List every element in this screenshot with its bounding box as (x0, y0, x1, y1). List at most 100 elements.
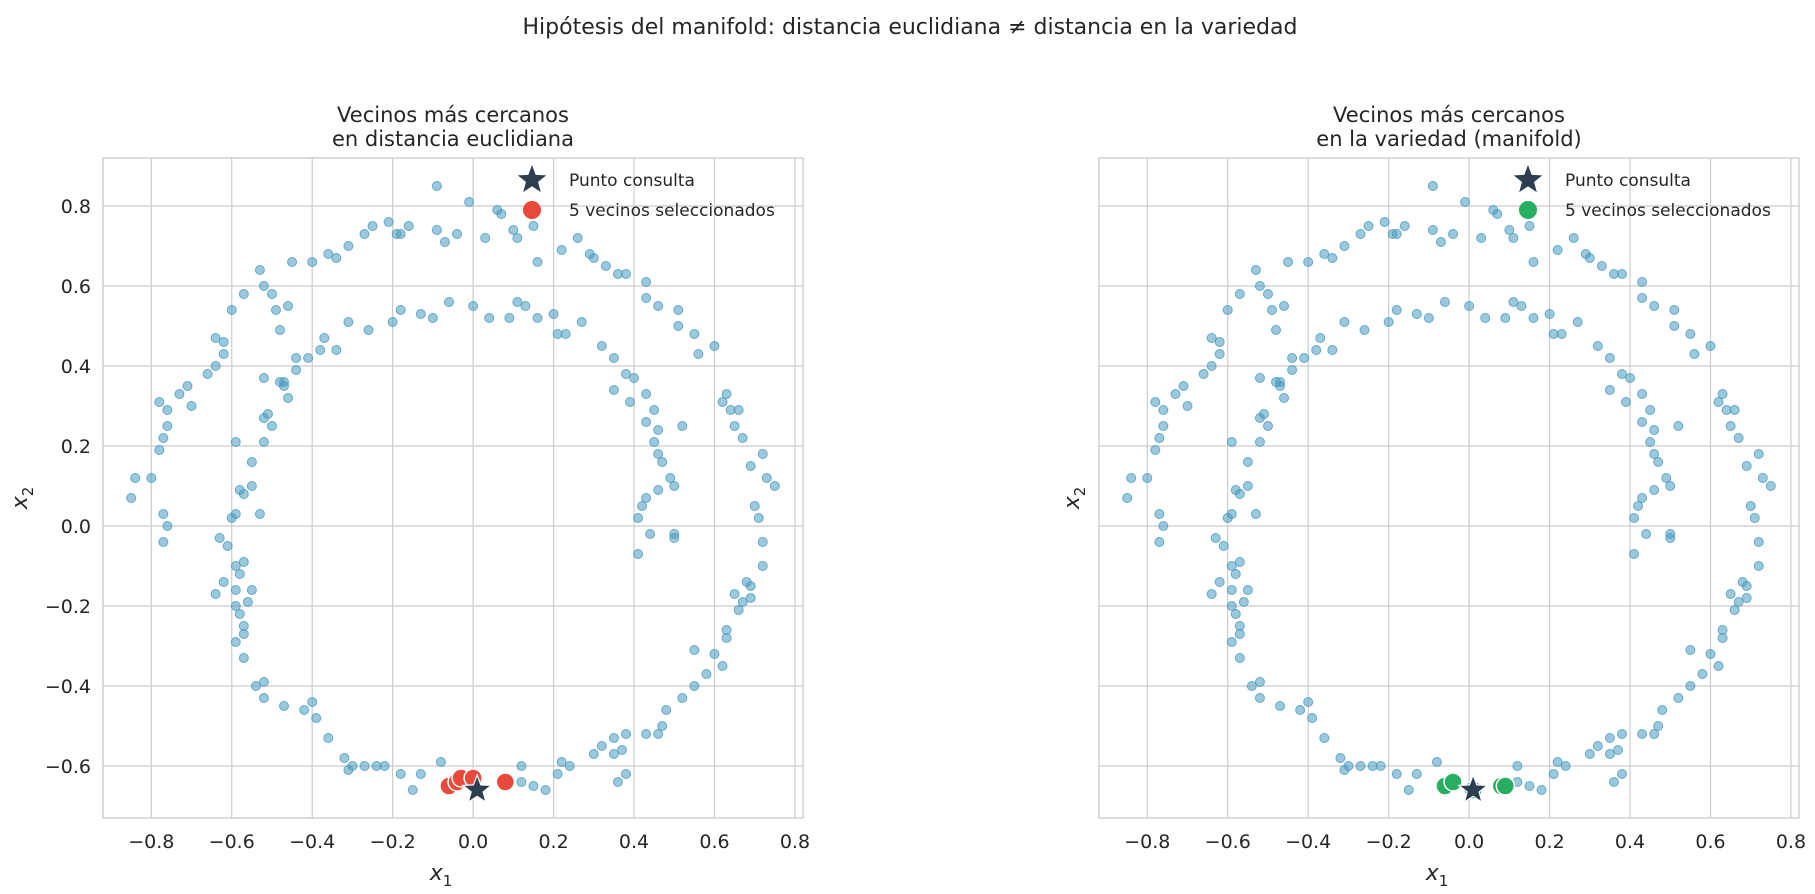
data-point (464, 197, 475, 207)
data-point (1158, 521, 1169, 531)
data-point (1633, 501, 1644, 511)
data-point (1142, 473, 1153, 483)
data-point (1411, 769, 1422, 779)
data-point (1122, 493, 1133, 503)
data-point (737, 597, 748, 607)
data-point (757, 537, 768, 547)
data-point (270, 305, 281, 315)
data-point (689, 645, 700, 655)
data-point (1150, 397, 1161, 407)
data-point (1604, 385, 1615, 395)
data-point (1608, 777, 1619, 787)
data-point (258, 437, 269, 447)
data-point (359, 229, 370, 239)
data-point (1717, 633, 1728, 643)
data-point (1295, 705, 1306, 715)
data-point (1355, 761, 1366, 771)
data-point (1226, 437, 1237, 447)
data-point (1315, 333, 1326, 343)
data-point (1673, 421, 1684, 431)
plot-frame (1098, 157, 1800, 819)
plot-frame (102, 157, 804, 819)
y-tick-label: −0.4 (45, 676, 91, 698)
data-point (1379, 217, 1390, 227)
x-tick-label: −0.8 (128, 831, 174, 853)
data-point (753, 513, 764, 523)
data-point (641, 293, 652, 303)
neighbor-point (1443, 772, 1463, 792)
data-point (1435, 237, 1446, 247)
data-point (1303, 697, 1314, 707)
x-tick-label: 0.6 (1695, 831, 1725, 853)
data-point (435, 757, 446, 767)
data-point (258, 373, 269, 383)
data-point (616, 745, 627, 755)
data-point (222, 541, 233, 551)
data-point (230, 637, 241, 647)
data-point (1226, 561, 1237, 571)
data-point (661, 705, 672, 715)
data-point (1616, 269, 1627, 279)
data-point (234, 609, 245, 619)
data-point (279, 701, 290, 711)
data-point (452, 229, 463, 239)
data-point (210, 361, 221, 371)
data-point (1339, 241, 1350, 251)
data-point (629, 373, 640, 383)
x-tick-label: 0.0 (458, 831, 488, 853)
data-point (1725, 421, 1736, 431)
data-point (1528, 313, 1539, 323)
data-point (612, 777, 623, 787)
data-point (1741, 593, 1752, 603)
data-point (1234, 629, 1245, 639)
data-point (620, 369, 631, 379)
data-point (745, 461, 756, 471)
data-point (1258, 409, 1269, 419)
data-point (641, 277, 652, 287)
data-point (657, 457, 668, 467)
data-point (1411, 309, 1422, 319)
data-point (560, 329, 571, 339)
data-point (1254, 437, 1265, 447)
data-point (1568, 233, 1579, 243)
data-point (673, 321, 684, 331)
data-point (266, 289, 277, 299)
data-point (1367, 761, 1378, 771)
data-point (323, 249, 334, 259)
data-point (1685, 681, 1696, 691)
data-point (608, 749, 619, 759)
data-point (520, 301, 531, 311)
data-point (1311, 345, 1322, 355)
data-point (1629, 549, 1640, 559)
data-point (427, 313, 438, 323)
data-point (1198, 369, 1209, 379)
data-point (649, 405, 660, 415)
data-point (162, 405, 173, 415)
data-point (653, 301, 664, 311)
data-point (154, 445, 165, 455)
data-point (331, 253, 342, 263)
neighbor-point (1495, 776, 1516, 796)
data-point (1327, 345, 1338, 355)
data-point (645, 529, 656, 539)
x-tick-label: −0.4 (289, 831, 335, 853)
data-point (1363, 221, 1374, 231)
data-point (431, 181, 442, 191)
data-point (1741, 581, 1752, 591)
data-point (1439, 297, 1450, 307)
data-point (291, 365, 302, 375)
data-point (1685, 329, 1696, 339)
data-point (303, 353, 314, 363)
data-point (307, 697, 318, 707)
data-point (1749, 513, 1760, 523)
data-point (556, 757, 567, 767)
data-point (210, 333, 221, 343)
data-point (262, 409, 273, 419)
data-point (387, 317, 398, 327)
data-point (1222, 305, 1233, 315)
data-point (182, 381, 193, 391)
data-point (1685, 645, 1696, 655)
data-point (214, 533, 225, 543)
data-point (395, 229, 406, 239)
